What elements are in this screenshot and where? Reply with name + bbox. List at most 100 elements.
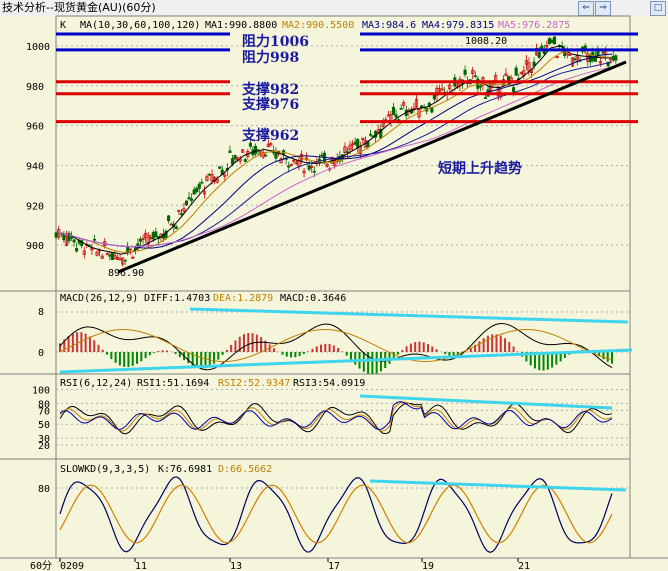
candle-body	[174, 226, 178, 230]
candle-body	[547, 38, 551, 45]
ma2-label: MA2:990.5500	[282, 20, 354, 31]
resistance-998-label: 阻力998	[242, 49, 299, 66]
rsi-y-tick: 70	[38, 406, 50, 417]
candle-body	[412, 107, 416, 110]
candle-body	[414, 98, 419, 108]
ma-params: MA(10,30,60,100,120)	[80, 20, 200, 31]
candle-body	[568, 54, 572, 56]
candle-body	[325, 163, 329, 167]
candle-body	[138, 238, 143, 242]
candle-body	[167, 215, 171, 222]
candle-body	[333, 160, 337, 166]
candle-body	[141, 238, 145, 240]
candle-body	[302, 170, 306, 174]
candle-body	[368, 133, 373, 136]
candle-body	[154, 231, 158, 238]
candle-body	[179, 213, 183, 215]
candle-body	[192, 189, 196, 195]
x-tick-label: 21	[518, 561, 530, 571]
slowkd-d: D:66.5662	[218, 464, 272, 475]
slowkd-k: K:76.6981	[158, 464, 212, 475]
x-tick-label: 0209	[60, 561, 84, 571]
candle-body	[248, 142, 252, 147]
candle-body	[241, 149, 245, 153]
candle-body	[550, 39, 554, 43]
candle-body	[72, 239, 76, 243]
support-976-label: 支撑976	[241, 96, 299, 113]
candle-body	[146, 234, 150, 245]
candle-body	[215, 179, 219, 183]
candle-body	[471, 69, 475, 75]
candle-body	[115, 257, 120, 260]
candle-body	[399, 108, 403, 110]
candle-body	[343, 146, 347, 154]
candle-body	[90, 248, 94, 251]
maximize-icon[interactable]: □	[650, 1, 666, 16]
candle-body	[555, 55, 559, 58]
macd-dea: DEA:1.2879	[213, 293, 273, 304]
slowkd-d-line	[59, 484, 613, 544]
rsi-y-tick: 30	[38, 434, 50, 445]
candle-body	[253, 145, 258, 155]
candle-body	[108, 254, 112, 257]
candle-body	[532, 61, 536, 67]
candle-body	[123, 259, 127, 262]
candle-body	[552, 36, 557, 45]
candle-body	[496, 86, 500, 97]
rsi3-line	[59, 401, 613, 431]
candle-body	[279, 158, 283, 164]
candle-body	[195, 187, 199, 193]
ma1-label: MA1:990.8800	[205, 20, 277, 31]
candle-body	[345, 151, 350, 154]
candle-body	[320, 154, 324, 157]
candle-body	[197, 183, 201, 189]
candle-body	[243, 159, 247, 162]
candle-body	[440, 88, 444, 91]
price-y-tick: 940	[26, 161, 44, 172]
title-bar: 技术分析--现货黄金(AU)(60分) ⇐ ⇒ □	[0, 0, 668, 16]
candle-body	[448, 84, 452, 90]
rsi-y-tick: 100	[32, 385, 50, 396]
candle-body	[207, 173, 212, 176]
candle-body	[113, 255, 117, 259]
ma5-label: MA5:976.2875	[498, 20, 570, 31]
candle-body	[545, 45, 549, 48]
candle-body	[289, 164, 293, 166]
candle-body	[184, 200, 189, 206]
candle-body	[95, 251, 99, 256]
x-tick-label: 19	[422, 561, 434, 571]
candle-body	[62, 234, 66, 241]
candle-body	[126, 246, 130, 252]
support-982-label: 支撑982	[241, 81, 299, 98]
candle-body	[233, 155, 237, 160]
macd-diff: DIFF:1.4703	[144, 293, 210, 304]
candle-body	[177, 209, 181, 212]
candle-body	[54, 232, 58, 238]
candle-body	[353, 141, 357, 145]
candle-body	[473, 75, 477, 78]
candle-body	[202, 191, 206, 195]
candle-body	[356, 139, 360, 148]
trend-note: 短期上升趋势	[438, 160, 522, 177]
rsi1-line	[59, 402, 613, 435]
candle-body	[310, 166, 314, 169]
candle-body	[537, 51, 541, 58]
period-label: 60分	[30, 560, 52, 571]
candle-body	[504, 73, 508, 77]
candle-body	[266, 143, 270, 148]
price-y-tick: 960	[26, 122, 44, 133]
back-icon[interactable]: ⇐	[578, 1, 594, 16]
candle-body	[269, 143, 273, 146]
slowkd-params: SLOWKD(9,3,3,5)	[60, 464, 150, 475]
rsi3-value: RSI3:54.0919	[293, 378, 365, 389]
candle-body	[512, 87, 516, 92]
slowkd-tick-80: 80	[38, 484, 50, 495]
candle-body	[483, 97, 488, 99]
candle-body	[348, 144, 352, 151]
candle-body	[292, 159, 296, 162]
uptrend-line	[117, 60, 627, 274]
macd-tick-0: 0	[38, 348, 44, 359]
candle-body	[131, 256, 135, 259]
slowkd-k-line	[59, 476, 613, 554]
